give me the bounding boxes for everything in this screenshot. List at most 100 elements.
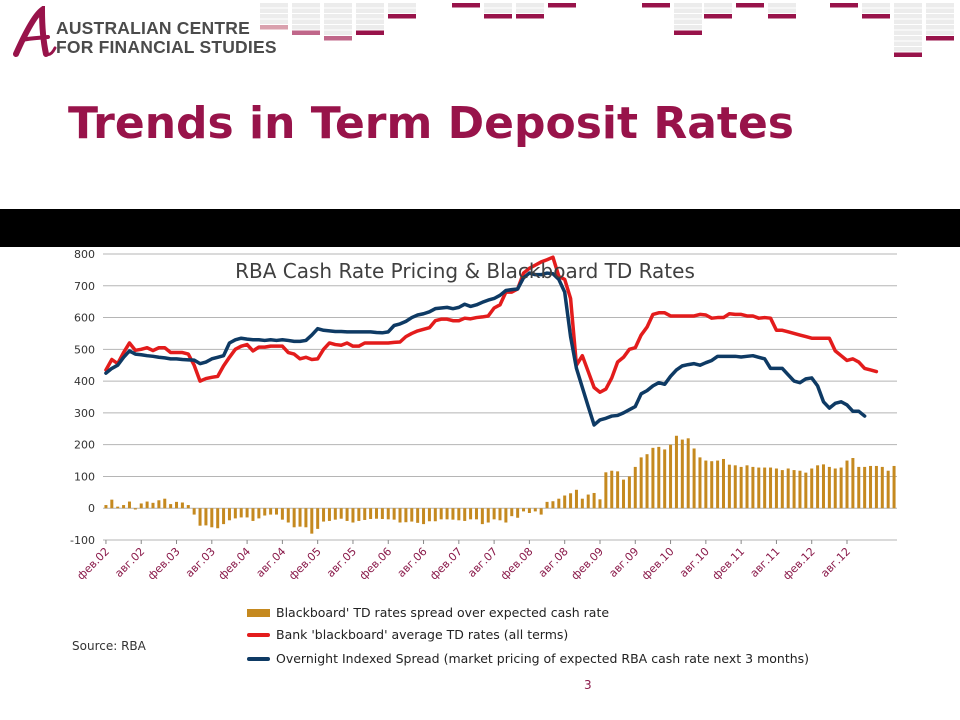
bar (233, 508, 237, 519)
bar (721, 458, 725, 509)
x-tick-label: авг.05 (324, 545, 359, 580)
bar (292, 508, 296, 528)
decor-block (768, 14, 796, 19)
bar (169, 504, 173, 509)
bar (163, 498, 167, 509)
y-tick-label: 700 (74, 280, 95, 293)
bar (457, 508, 461, 521)
bar (216, 508, 220, 529)
decor-block (356, 25, 384, 30)
bar (127, 501, 131, 509)
decor-block (324, 19, 352, 24)
bar (816, 465, 820, 509)
x-tick-label: фев.12 (780, 545, 818, 583)
bar (798, 470, 802, 509)
bar (116, 506, 120, 509)
decor-block (768, 3, 796, 8)
decor-block (484, 8, 512, 13)
x-tick-label: авг.06 (395, 545, 430, 580)
bar (251, 508, 255, 521)
bar (416, 508, 420, 523)
bar (763, 467, 767, 509)
decor-block (862, 3, 890, 8)
bar (886, 470, 890, 509)
bar (669, 444, 673, 509)
y-tick-label: -100 (70, 534, 95, 547)
afs-logo-mark-icon (13, 6, 57, 57)
decor-block (292, 3, 320, 8)
bar (604, 472, 608, 509)
bar (657, 446, 661, 509)
chart-y-axis: 800 700 600 500 400 300 200 100 0 -100 (70, 248, 95, 547)
bar (845, 460, 849, 509)
x-tick-label: фев.07 (427, 545, 465, 583)
decor-block (292, 25, 320, 30)
bar (122, 505, 126, 509)
decor-block (894, 8, 922, 13)
logo-text-line-2: FOR FINANCIAL STUDIES (56, 37, 277, 57)
bar (551, 501, 555, 509)
bar (392, 508, 396, 520)
bar (427, 508, 431, 522)
bar (863, 466, 867, 509)
logo: AUSTRALIAN CENTRE FOR FINANCIAL STUDIES (12, 6, 276, 66)
decor-block (452, 3, 480, 8)
x-tick-label: фев.08 (498, 545, 536, 583)
bar (410, 508, 414, 522)
bar (733, 465, 737, 509)
decor-block (548, 3, 576, 8)
chart-gridlines (103, 253, 897, 541)
decor-block (674, 19, 702, 24)
bar (663, 449, 667, 509)
bar (810, 468, 814, 509)
y-tick-label: 800 (74, 248, 95, 261)
chart-title: RBA Cash Rate Pricing & Blackboard TD Ra… (235, 259, 695, 283)
x-tick-label: авг.11 (748, 545, 783, 580)
x-tick-label: авг.03 (183, 545, 218, 580)
decor-block (388, 8, 416, 13)
y-tick-label: 600 (74, 312, 95, 325)
bar (686, 438, 690, 509)
decor-block (356, 30, 384, 35)
bar (339, 508, 343, 519)
x-tick-label: фев.06 (357, 545, 395, 583)
bar (239, 508, 243, 518)
decor-block (642, 3, 670, 8)
chart-lines (104, 255, 879, 427)
bar (704, 460, 708, 509)
page-number: 3 (584, 678, 592, 692)
bar (839, 467, 843, 509)
header-decoration (260, 3, 954, 57)
bar (633, 466, 637, 509)
bar (510, 508, 514, 517)
bar (133, 508, 137, 510)
bar (727, 464, 731, 509)
bar (857, 466, 861, 509)
chart-bars (104, 435, 896, 534)
decor-block (484, 3, 512, 8)
bar (786, 468, 790, 509)
bar (622, 479, 626, 509)
bar (474, 508, 478, 520)
bar (227, 508, 231, 521)
bar (545, 501, 549, 509)
bar (257, 508, 261, 519)
x-tick-label: авг.02 (112, 545, 147, 580)
x-tick-label: авг.08 (536, 545, 571, 580)
bar (327, 508, 331, 521)
bar (516, 508, 520, 518)
bar (463, 508, 467, 521)
decor-block (894, 14, 922, 19)
bar (833, 468, 837, 509)
bar (280, 508, 284, 520)
decor-block (894, 30, 922, 35)
bar (245, 508, 249, 518)
decor-block (704, 8, 732, 13)
bar (110, 499, 114, 509)
bar (692, 448, 696, 509)
decor-block (516, 14, 544, 19)
bar (504, 508, 508, 523)
bar (357, 508, 361, 521)
bar (433, 508, 437, 522)
